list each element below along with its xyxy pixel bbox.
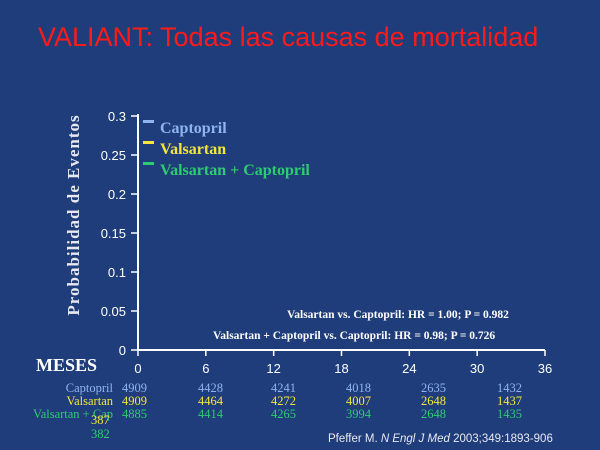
y-tick-label: 0.3 bbox=[108, 109, 126, 124]
x-tick-label: 24 bbox=[402, 361, 416, 376]
risk-value: 4241 bbox=[271, 381, 296, 395]
legend-item-captopril: Captopril bbox=[143, 118, 310, 139]
legend: Captopril Valsartan Valsartan + Captopri… bbox=[143, 118, 310, 181]
x-tick-label: 6 bbox=[202, 361, 209, 376]
y-tick-label: 0.25 bbox=[101, 148, 126, 163]
x-axis-label: MESES bbox=[36, 355, 98, 375]
legend-label-combination: Valsartan + Captopril bbox=[160, 162, 310, 179]
risk-value: 1437 bbox=[497, 394, 522, 408]
stray-number-382: 382 bbox=[91, 427, 110, 441]
annotation-valsartan-vs-captopril: Valsartan vs. Captopril: HR = 1.00; P = … bbox=[287, 309, 509, 321]
risk-row-combination: Valsartan + Cap 4885 4414 4265 3994 2648… bbox=[0, 407, 600, 421]
risk-value: 4007 bbox=[346, 394, 371, 408]
risk-value: 4414 bbox=[198, 407, 223, 421]
y-tick-label: 0.15 bbox=[101, 226, 126, 241]
y-tick-label: 0.05 bbox=[101, 304, 126, 319]
risk-value: 2648 bbox=[421, 394, 446, 408]
x-tick-label: 18 bbox=[334, 361, 348, 376]
citation-journal: N Engl J Med bbox=[380, 433, 450, 445]
risk-value: 4909 bbox=[122, 394, 147, 408]
legend-label-captopril: Captopril bbox=[160, 120, 227, 137]
risk-value: 1435 bbox=[497, 407, 522, 421]
x-tick-label: 12 bbox=[266, 361, 280, 376]
risk-value: 4018 bbox=[346, 381, 371, 395]
slide-title: VALIANT: Todas las causas de mortalidad bbox=[38, 22, 539, 52]
risk-label-captopril: Captopril bbox=[65, 381, 113, 395]
y-axis-label: Probabilidad de Eventos bbox=[64, 114, 83, 316]
citation-author: Pfeffer M. bbox=[328, 433, 378, 445]
legend-item-valsartan: Valsartan bbox=[143, 139, 310, 160]
citation: Pfeffer M. N Engl J Med 2003;349:1893-90… bbox=[328, 433, 553, 445]
stray-number-387: 387 bbox=[91, 413, 110, 427]
x-tick-label: 36 bbox=[538, 361, 552, 376]
legend-label-valsartan: Valsartan bbox=[160, 141, 227, 158]
risk-value: 4464 bbox=[198, 394, 223, 408]
y-tick-label: 0.2 bbox=[108, 187, 126, 202]
legend-swatch-combination bbox=[143, 162, 154, 165]
x-tick-label: 30 bbox=[470, 361, 484, 376]
y-tick-label: 0 bbox=[119, 343, 126, 358]
annotation-combination-vs-captopril: Valsartan + Captopril vs. Captopril: HR … bbox=[213, 330, 496, 342]
risk-value: 2635 bbox=[421, 381, 446, 395]
x-tick-label: 0 bbox=[134, 361, 141, 376]
y-tick-label: 0.1 bbox=[108, 265, 126, 280]
legend-item-combination: Valsartan + Captopril bbox=[143, 160, 310, 181]
risk-value: 3994 bbox=[346, 407, 371, 421]
risk-label-combination: Valsartan + Cap bbox=[33, 407, 113, 421]
risk-value: 4272 bbox=[271, 394, 296, 408]
risk-value: 2648 bbox=[421, 407, 446, 421]
risk-row-captopril: Captopril 4909 4428 4241 4018 2635 1432 bbox=[0, 381, 600, 395]
risk-value: 4909 bbox=[122, 381, 147, 395]
legend-swatch-valsartan bbox=[143, 141, 154, 144]
risk-value: 4428 bbox=[198, 381, 223, 395]
risk-value: 4885 bbox=[122, 407, 147, 421]
citation-ref: 2003;349:1893-906 bbox=[453, 433, 553, 445]
risk-label-valsartan: Valsartan bbox=[66, 394, 113, 408]
risk-row-valsartan: Valsartan 4909 4464 4272 4007 2648 1437 bbox=[0, 394, 600, 408]
legend-swatch-captopril bbox=[143, 120, 154, 123]
risk-value: 1432 bbox=[497, 381, 522, 395]
risk-value: 4265 bbox=[271, 407, 296, 421]
